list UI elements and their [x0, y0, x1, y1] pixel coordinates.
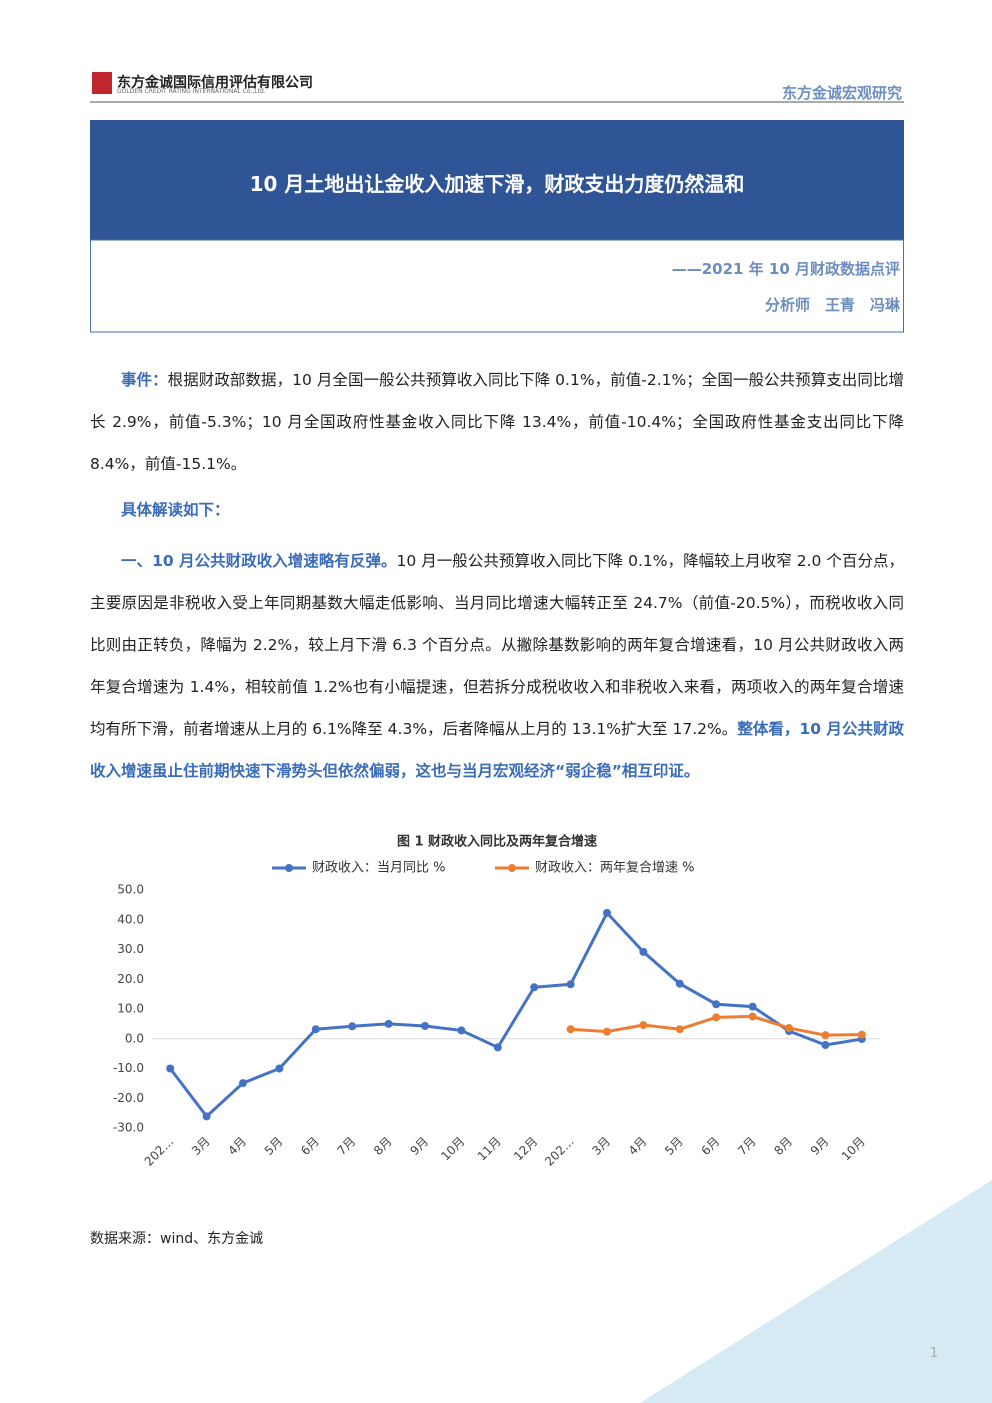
- section-paragraph: 一、10 月公共财政收入增速略有反弹。10 月一般公共预算收入同比下降 0.1%…: [90, 540, 904, 792]
- data-point: [748, 1012, 757, 1021]
- y-tick-label: 40.0: [117, 912, 144, 926]
- y-tick-label: 20.0: [117, 972, 144, 986]
- data-point: [457, 1026, 466, 1035]
- banner-box: [90, 239, 904, 333]
- y-tick-label: -20.0: [113, 1091, 144, 1105]
- company-en: GOLDEN CREDIT RATING INTERNATIONAL Co.,L…: [117, 88, 266, 95]
- x-tick-label: 5月: [662, 1134, 686, 1158]
- legend-marker: [285, 864, 293, 872]
- data-point: [639, 1021, 648, 1030]
- data-point: [748, 1002, 757, 1011]
- corner-decor: [640, 1180, 992, 1403]
- data-point: [166, 1064, 175, 1073]
- data-point: [566, 980, 575, 989]
- event-text: 根据财政部数据，10 月全国一般公共预算收入同比下降 0.1%，前值-2.1%；…: [90, 371, 904, 473]
- legend-marker: [508, 864, 516, 872]
- x-tick-label: 10月: [438, 1134, 467, 1163]
- x-tick-label: 9月: [808, 1134, 832, 1158]
- x-tick-label: 4月: [225, 1134, 249, 1158]
- legend-label: 财政收入：两年复合增速 %: [535, 861, 695, 876]
- logo-icon: [92, 72, 112, 94]
- x-tick-label: 4月: [626, 1134, 650, 1158]
- x-tick-label: 5月: [262, 1134, 286, 1158]
- y-tick-label: 10.0: [117, 1002, 144, 1016]
- x-tick-label: 3月: [189, 1134, 213, 1158]
- data-point: [311, 1025, 320, 1034]
- data-point: [202, 1112, 211, 1121]
- x-tick-label: 11月: [475, 1134, 504, 1163]
- x-tick-label: 3月: [589, 1134, 613, 1158]
- x-tick-label: 9月: [407, 1134, 431, 1158]
- legend-label: 财政收入：当月同比 %: [312, 861, 446, 876]
- data-point: [712, 1000, 721, 1009]
- section-text: 10 月一般公共预算收入同比下降 0.1%，降幅较上月收窄 2.0 个百分点，主…: [90, 552, 905, 738]
- page-number: 1: [930, 1346, 939, 1361]
- analysts: 分析师 王青 冯琳: [764, 296, 900, 314]
- x-tick-label: 6月: [298, 1134, 322, 1158]
- y-tick-label: -10.0: [113, 1061, 144, 1075]
- data-point: [348, 1022, 357, 1031]
- x-tick-label: 7月: [735, 1134, 759, 1158]
- data-point: [493, 1043, 502, 1052]
- data-point: [603, 1027, 611, 1036]
- chart-title: 图 1 财政收入同比及两年复合增速: [397, 834, 597, 850]
- data-point: [603, 908, 611, 917]
- section-lead: 一、10 月公共财政收入增速略有反弹。: [121, 552, 397, 570]
- data-point: [275, 1064, 284, 1073]
- banner: [90, 120, 904, 240]
- x-tick-label: 6月: [699, 1134, 723, 1158]
- data-point: [530, 983, 539, 992]
- y-tick-label: 50.0: [117, 883, 144, 897]
- x-tick-label: 8月: [371, 1134, 395, 1158]
- report-title: 10 月土地出让金收入加速下滑，财政支出力度仍然温和: [249, 172, 745, 196]
- y-tick-label: -30.0: [113, 1121, 144, 1135]
- data-point: [421, 1021, 429, 1030]
- subtitle: ——2021 年 10 月财政数据点评: [671, 260, 900, 278]
- data-point: [675, 979, 684, 988]
- heading: 具体解读如下：: [90, 489, 904, 531]
- data-point: [239, 1079, 247, 1088]
- x-tick-label: 12月: [511, 1134, 540, 1163]
- heading-text: 具体解读如下：: [121, 501, 230, 519]
- data-point: [857, 1030, 866, 1039]
- x-tick-label: 7月: [335, 1134, 359, 1158]
- data-point: [821, 1040, 830, 1049]
- data-point: [712, 1013, 721, 1022]
- data-point: [821, 1031, 830, 1040]
- event-paragraph: 事件：根据财政部数据，10 月全国一般公共预算收入同比下降 0.1%，前值-2.…: [90, 359, 904, 485]
- x-tick-label: 10月: [839, 1134, 868, 1163]
- data-point: [384, 1019, 393, 1028]
- x-tick-label: 202…: [542, 1134, 577, 1169]
- y-tick-label: 30.0: [117, 942, 144, 956]
- series-name: 东方金诚宏观研究: [781, 84, 902, 102]
- x-tick-label: 8月: [771, 1134, 795, 1158]
- event-label: 事件：: [121, 371, 168, 389]
- data-point: [639, 947, 648, 956]
- data-point: [675, 1025, 684, 1034]
- section-conclusion: 整体看，10 月公共财政收入增速虽止住前期快速下滑势头但依然偏弱，这也与当月宏观…: [90, 720, 905, 780]
- y-tick-label: 0.0: [125, 1031, 144, 1045]
- data-point: [785, 1024, 793, 1033]
- x-tick-label: 202…: [142, 1134, 177, 1169]
- chart: 图 1 财政收入同比及两年复合增速 -30.0 -20.0 -10.0 0.0 10.0…: [113, 834, 880, 1169]
- data-point: [566, 1025, 575, 1034]
- series-line: [169, 910, 863, 1119]
- company-cn: 东方金诚国际信用评估有限公司: [117, 75, 313, 91]
- source-note: 数据来源：wind、东方金诚: [90, 1231, 264, 1247]
